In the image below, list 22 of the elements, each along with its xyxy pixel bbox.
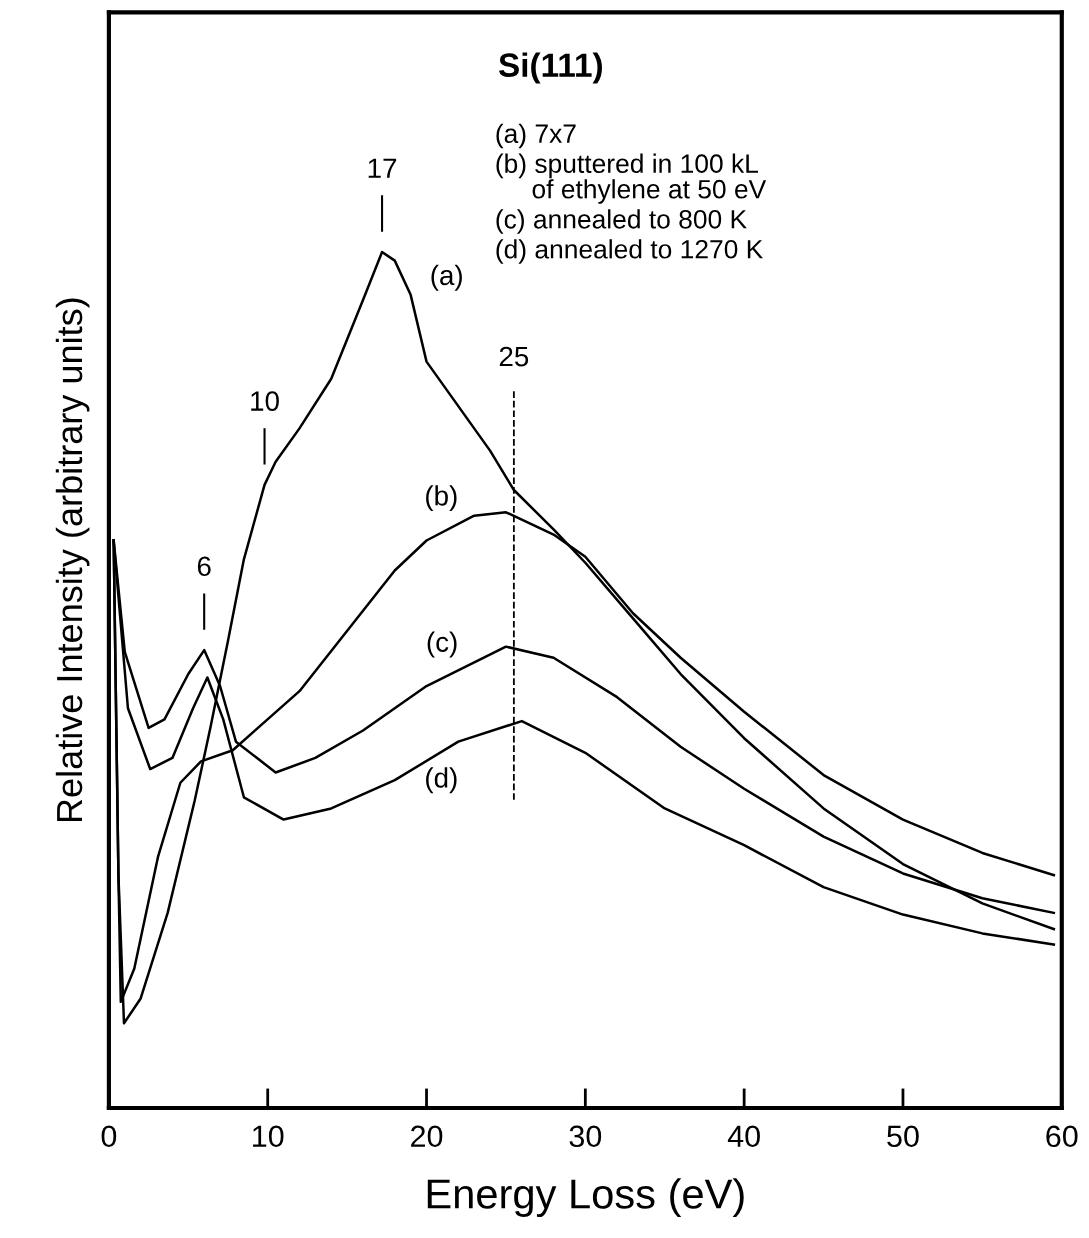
x-tick-label: 60 [1046,1125,1078,1148]
series-label: (a) [431,264,462,291]
x-tick-label: 50 [887,1125,919,1148]
chart-title: Si(111) [498,52,602,84]
x-tick-label: 30 [569,1125,602,1148]
ref-line-label: 25 [499,346,529,367]
annotation: 10 [251,391,279,411]
x-tick-label: 40 [727,1125,760,1148]
text: (b) sputtered in 100 kL of ethylene at 50 eV [496,153,767,204]
series-label: (c) [427,631,457,658]
x-tick-label: 20 [411,1125,443,1148]
series-label: (b) [426,485,457,512]
text: (c) annealed to 800 K [496,209,747,234]
x-axis-title: Energy Loss (eV) [427,1178,744,1217]
series-label: (d) [426,767,457,794]
x-tick-label: 10 [253,1125,284,1148]
annotation: (d) annealed to 1270 K [496,239,764,264]
x-tick-label: 0 [101,1125,117,1148]
annotation: 6 [197,556,211,577]
annotation: 17 [368,158,397,178]
text: (a) 7x7 [496,123,576,149]
y-axis-title: Relative Intensity (arbitrary units) [55,298,90,822]
